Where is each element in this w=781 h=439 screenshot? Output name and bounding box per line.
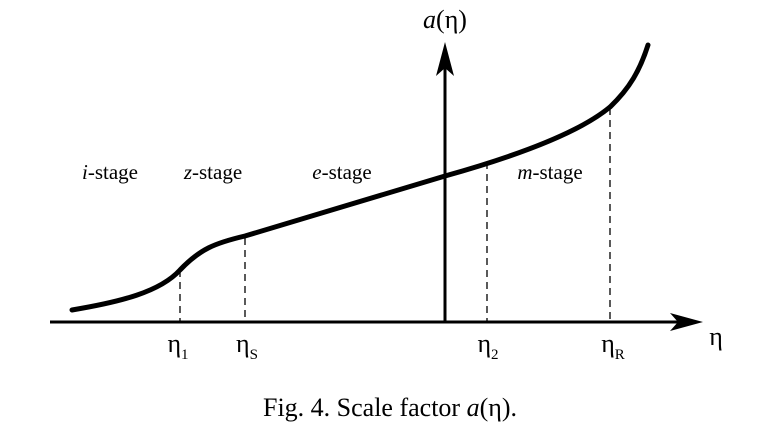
time-mark-symbol: η [236, 329, 250, 358]
stage-label: z-stage [183, 160, 242, 184]
y-arrow [436, 42, 454, 76]
x-arrow [670, 313, 703, 331]
caption-var: a [467, 393, 480, 422]
scale-factor-curve [69, 42, 651, 313]
y-axis-var: a [423, 5, 436, 34]
y-axis-label: a(η) [423, 5, 467, 34]
guides [179, 108, 611, 322]
stage-var: i [82, 160, 88, 184]
time-marks: η1 ηS η2 ηR [167, 329, 624, 363]
caption-prefix: Fig. 4. Scale factor [263, 393, 467, 422]
time-mark-subscript: 1 [181, 347, 189, 363]
stage-var: z [183, 160, 192, 184]
stage-var: e [312, 160, 321, 184]
time-mark-subscript: S [250, 347, 258, 363]
time-mark-subscript: 2 [491, 347, 499, 363]
time-mark-symbol: η [477, 329, 491, 358]
stage-label: e-stage [312, 160, 371, 184]
stage-label: m-stage [517, 160, 582, 184]
caption-suffix: (η). [480, 393, 517, 422]
stage-text: -stage [322, 160, 372, 184]
stage-labels: i-stage z-stage e-stage m-stage [82, 160, 583, 184]
stage-text: -stage [192, 160, 242, 184]
stage-label: i-stage [82, 160, 138, 184]
time-mark-symbol: η [167, 329, 181, 358]
y-axis-arg: (η) [436, 5, 467, 34]
stage-text: -stage [88, 160, 138, 184]
time-mark-label: ηS [236, 329, 258, 363]
stage-text: -stage [533, 160, 583, 184]
stage-var: m [517, 160, 532, 184]
time-mark-symbol: η [601, 329, 615, 358]
time-mark-label: η1 [167, 329, 188, 363]
caption: Fig. 4. Scale factor a(η). [263, 393, 517, 422]
time-mark-subscript: R [615, 347, 625, 363]
time-mark-label: ηR [601, 329, 625, 363]
x-axis-label: η [709, 322, 723, 351]
time-mark-label: η2 [477, 329, 498, 363]
